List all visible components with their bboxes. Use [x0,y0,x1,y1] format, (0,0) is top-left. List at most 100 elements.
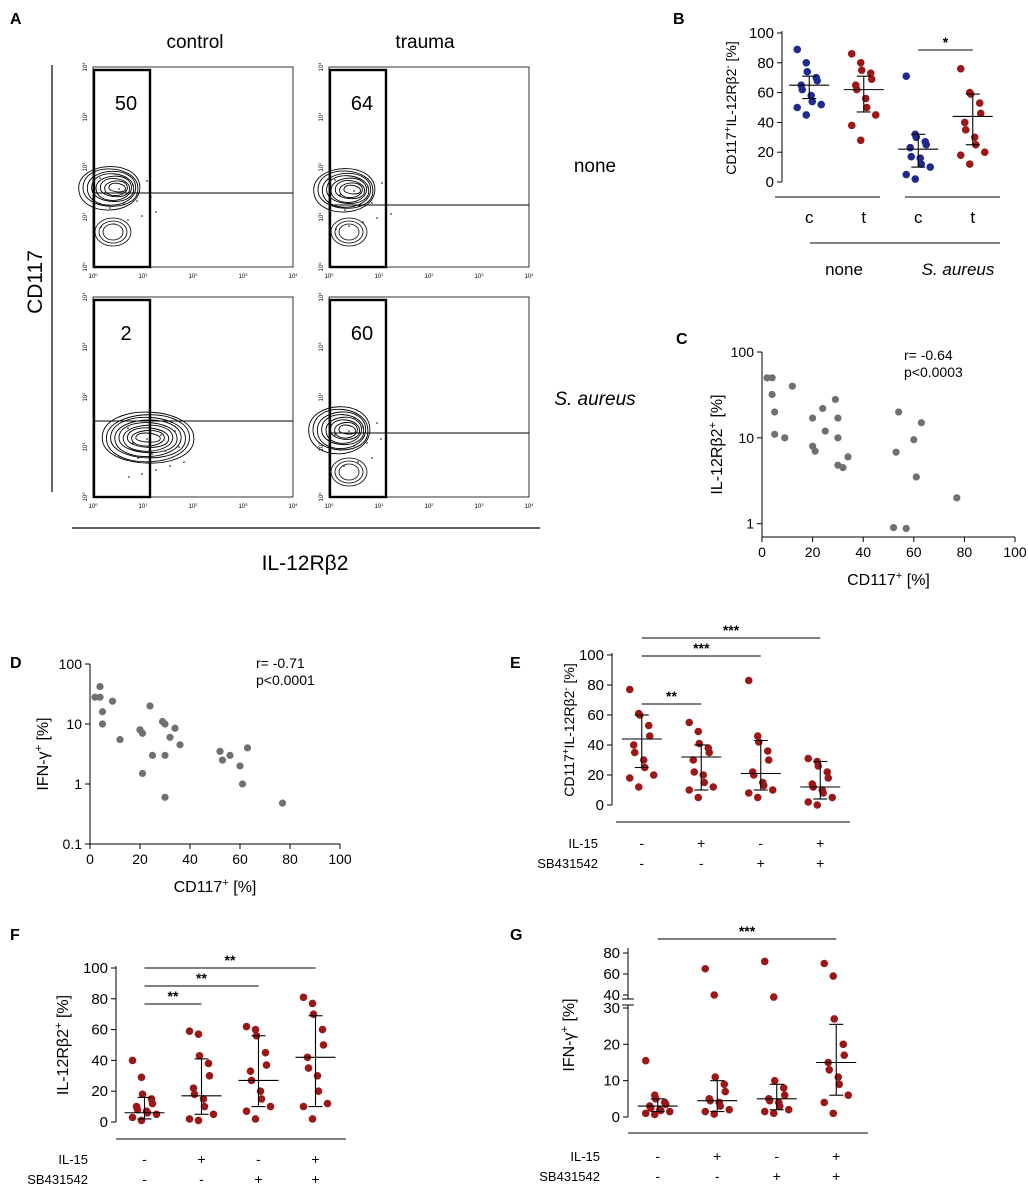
data-point [630,748,639,757]
data-point [205,1072,214,1080]
y-tick-label: 0 [596,797,604,814]
event-dot [381,182,383,184]
significance-label: ** [225,952,236,968]
flow-x-tick: 103 [239,272,249,281]
data-point [831,395,839,404]
panel-d-correlation: 0 20 40 60 80 100 0.1 1 10 100 r= -0.71p<0.0001 CD1… [33,655,352,896]
y-tick-label: 60 [91,1022,108,1039]
data-point [763,374,771,382]
panel-f-scatter: 0 20 40 60 80 100 ** ** ** IL-12Rβ2+ [%] IL-15 - + - +… [27,952,346,1187]
panel-label-b: B [673,11,685,28]
data-point [308,1115,317,1123]
contour-line [326,175,370,204]
event-dot [358,205,360,207]
y-tick-label: 20 [587,767,604,784]
data-point [907,152,916,161]
flow-y-tick: 102 [317,162,326,172]
data-point [148,1099,157,1108]
data-point [194,1116,203,1125]
y-tick-label: 30 [603,1000,620,1017]
flow-x-tick: 104 [525,502,535,511]
contour-line [105,414,191,463]
row-label-s-aureus: S. aureus [554,389,636,410]
flow-y-tick: 104 [317,292,326,302]
y-tick-label: 10 [66,716,82,732]
flow-gate [328,298,388,499]
event-dot [132,442,134,444]
y-tick-label: 40 [603,987,620,1004]
flow-x-tick: 102 [425,272,435,281]
data-point [138,729,147,737]
data-point [319,1041,328,1049]
contour-line [122,424,174,452]
data-point [641,1109,650,1118]
x-tick-label: 100 [1003,544,1027,560]
data-point [218,756,227,764]
contour-line [338,463,360,481]
contour-line [329,419,360,440]
treatment-sign: + [816,855,824,871]
data-point [278,799,287,807]
flow-x-tick: 104 [525,272,535,281]
contour-line [338,223,360,241]
event-dot [155,469,157,471]
flow-x-tick: 104 [289,502,299,511]
flow-x-tick: 101 [375,502,385,511]
y-tick-label: 0.1 [63,836,83,852]
row-label-none: none [574,156,616,177]
data-point [976,109,985,118]
contour-line [104,180,128,197]
data-point [847,50,856,58]
data-point [764,756,773,764]
flow-x-tick: 101 [139,502,149,511]
data-point [629,741,638,749]
flow-y-tick: 103 [81,342,90,352]
event-dot [113,223,115,225]
data-point [844,453,852,461]
data-point [961,126,970,134]
contour-line [330,457,368,487]
event-dot [353,190,355,192]
x-tick-label: 60 [906,544,922,560]
data-point [146,702,154,710]
event-dot [174,430,176,432]
data-point [861,94,870,103]
data-point [314,1087,323,1095]
contour-line [308,406,371,455]
y-tick-label: 100 [83,960,108,977]
contour-line [131,430,165,447]
event-dot [178,446,180,448]
y-tick-label: 60 [757,85,774,102]
event-dot [141,473,143,475]
treatment-sign: - [655,1148,660,1164]
correlation-r: r= -0.64 [904,347,953,363]
treatment-row-label: SB431542 [537,856,598,871]
y-tick-label: 80 [587,677,604,694]
event-dot [371,457,373,459]
event-dot [169,465,171,467]
flow-y-tick: 103 [81,112,90,122]
group-label-none: none [825,260,863,279]
data-point [694,727,703,736]
data-point [194,1030,203,1039]
flow-x-tick: 101 [375,272,385,281]
data-point [96,693,104,701]
contour-line [312,408,369,451]
flow-y-tick: 100 [81,262,90,272]
data-point [716,1102,725,1110]
flow-y-tick: 102 [81,392,90,402]
category-label: t [861,208,866,227]
panel-label-f: F [10,927,20,944]
y-tick-label: 1 [74,776,82,792]
data-point [138,769,147,778]
event-dot [390,213,392,215]
y-tick-label: 0 [612,1109,620,1126]
data-point [765,1096,774,1105]
data-point [906,143,915,152]
data-point [152,1110,161,1119]
contour-line [114,419,182,457]
treatment-sign: + [311,1151,319,1167]
data-point [753,793,762,802]
